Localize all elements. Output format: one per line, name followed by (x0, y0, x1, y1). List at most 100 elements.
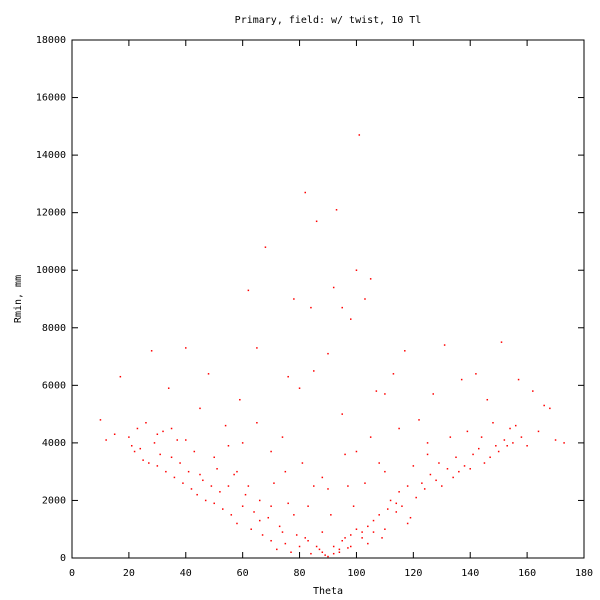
point (355, 269, 358, 271)
point (512, 442, 514, 444)
point (119, 375, 122, 378)
point (335, 209, 338, 211)
point (145, 421, 147, 424)
point (179, 462, 181, 464)
point (193, 450, 196, 453)
x-tick-label: 60 (237, 568, 249, 579)
point (350, 534, 352, 536)
point (395, 511, 398, 513)
point (239, 398, 241, 401)
point (227, 485, 230, 487)
x-tick-label: 120 (404, 568, 422, 579)
point (324, 554, 326, 556)
point (341, 306, 343, 309)
point (241, 505, 244, 507)
point (204, 499, 207, 502)
x-tick-label: 100 (347, 568, 365, 579)
point (185, 347, 187, 349)
point (443, 344, 446, 346)
x-tick-label: 20 (123, 568, 135, 579)
point (264, 246, 267, 248)
point (284, 542, 287, 545)
x-tick-label: 160 (518, 568, 536, 579)
point (224, 424, 227, 427)
point (492, 421, 494, 424)
point (497, 450, 500, 453)
y-tick-label: 14000 (36, 150, 66, 161)
point (258, 499, 261, 502)
point (355, 528, 358, 530)
point (216, 468, 218, 470)
point (236, 470, 238, 473)
point (261, 534, 264, 536)
y-tick-label: 12000 (36, 208, 66, 219)
point (426, 453, 429, 456)
point (330, 514, 332, 516)
point (295, 534, 298, 536)
point (310, 552, 312, 555)
point (415, 496, 417, 499)
point (199, 473, 201, 476)
point (142, 459, 144, 461)
point (290, 551, 292, 553)
point (222, 508, 224, 510)
point (452, 476, 454, 479)
point (483, 462, 486, 464)
point (344, 453, 346, 456)
point (361, 537, 363, 539)
point (170, 427, 173, 430)
point (256, 421, 258, 424)
point (458, 470, 460, 473)
y-tick-label: 10000 (36, 265, 66, 276)
point (233, 473, 235, 476)
point (517, 378, 520, 381)
x-tick-label: 40 (180, 568, 192, 579)
point (344, 537, 346, 539)
point (554, 439, 557, 441)
point (165, 470, 167, 473)
point (395, 502, 398, 505)
point (446, 468, 449, 470)
point (537, 430, 540, 433)
point (350, 318, 352, 320)
point (327, 352, 329, 355)
point (293, 298, 295, 300)
point (364, 298, 366, 300)
point (549, 407, 551, 410)
point (113, 433, 116, 436)
point (244, 493, 247, 496)
point (307, 505, 309, 507)
point (532, 390, 534, 392)
point (409, 516, 412, 519)
point (475, 373, 477, 375)
point (298, 545, 301, 548)
point (199, 407, 201, 410)
point (159, 453, 161, 456)
x-tick-label: 140 (461, 568, 479, 579)
point (315, 220, 318, 223)
point (210, 485, 213, 487)
y-tick-label: 0 (60, 553, 66, 564)
point (369, 436, 372, 438)
point (466, 430, 469, 433)
point (418, 419, 420, 421)
point (256, 347, 258, 349)
point (364, 482, 366, 484)
point (284, 470, 287, 473)
point (509, 427, 511, 430)
point (185, 439, 187, 441)
point (350, 545, 352, 548)
point (514, 424, 517, 427)
point (318, 548, 321, 551)
point (250, 528, 252, 530)
point (392, 373, 395, 375)
point (347, 547, 349, 549)
point (406, 522, 409, 525)
point (230, 514, 233, 516)
point (332, 286, 335, 289)
point (375, 390, 378, 392)
point (170, 456, 173, 459)
point (270, 505, 272, 507)
point (187, 470, 190, 473)
point (128, 436, 130, 438)
